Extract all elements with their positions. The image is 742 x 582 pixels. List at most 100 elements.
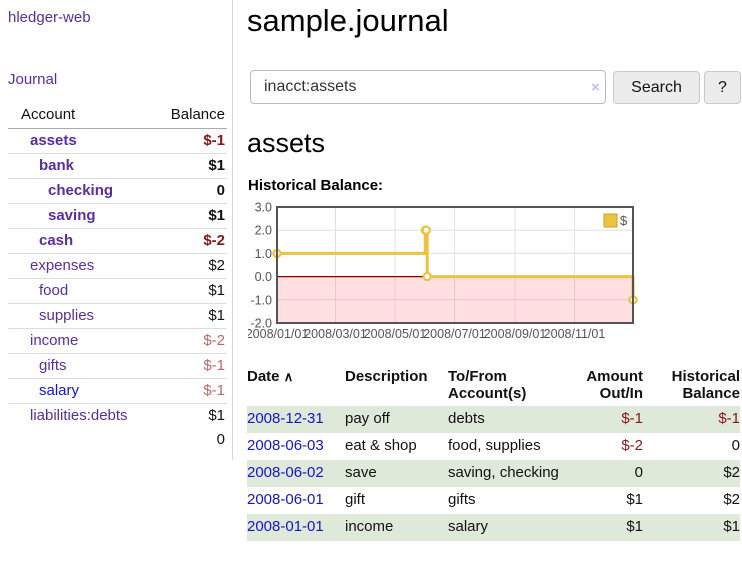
transaction-date-link[interactable]: 2008-06-02 [247,464,324,481]
sidebar-account-link-cash[interactable]: cash [39,232,74,249]
brand-link[interactable]: hledger-web [8,9,91,26]
account-row: bank $1 [8,153,227,179]
svg-text:1.0: 1.0 [255,247,272,261]
transaction-amount: $-2 [621,437,643,454]
transaction-date-link[interactable]: 2008-12-31 [247,410,324,427]
account-row: supplies $1 [8,303,227,329]
register-header-date[interactable]: Date ∧ [247,368,294,385]
account-balance: $-1 [203,132,225,149]
svg-text:2008/01/01: 2008/01/01 [248,327,308,341]
sidebar-account-link-saving[interactable]: saving [48,207,96,224]
account-balance: $-1 [156,378,227,404]
register-row: 2008-01-01 income salary $1 $1 [247,514,740,541]
svg-text:-1.0: -1.0 [250,293,272,307]
svg-text:2008/07/01: 2008/07/01 [423,327,486,341]
account-row: assets $-1 [8,129,227,154]
sidebar-account-link-salary[interactable]: salary [39,382,80,399]
register-row: 2008-12-31 pay off debts $-1 $-1 [247,406,740,433]
page-title: sample.journal [247,3,449,38]
transaction-balance: $2 [723,491,740,508]
sidebar-account-link-supplies[interactable]: supplies [39,307,95,324]
account-row: checking 0 [8,178,227,204]
account-row: cash $-2 [8,228,227,254]
transaction-description: income [345,518,394,535]
account-balance: $1 [156,303,227,329]
register-table: Date ∧ Description To/From Account(s) Am… [247,366,740,541]
register-header-amount: Amount Out/In [586,368,643,402]
transaction-description: gift [345,491,366,508]
transaction-accounts: debts [448,410,485,427]
transaction-balance: $2 [723,464,740,481]
account-balance: $1 [156,203,227,229]
account-row: expenses $2 [8,253,227,279]
account-balance: $-2 [156,328,227,354]
account-row: saving $1 [8,203,227,229]
svg-text:2008/05/01: 2008/05/01 [364,327,427,341]
svg-text:3.0: 3.0 [255,201,272,215]
sidebar-account-link-expenses[interactable]: expenses [30,257,95,274]
transaction-amount: $1 [626,491,643,508]
register-header-balance: Historical Balance [671,368,740,402]
transaction-date-link[interactable]: 2008-06-01 [247,491,324,508]
account-balance: 0 [156,178,227,204]
search-input[interactable] [250,70,606,104]
account-row: liabilities:debts $1 [8,403,227,428]
account-row: food $1 [8,278,227,304]
register-row: 2008-06-01 gift gifts $1 $2 [247,487,740,514]
account-row: gifts $-1 [8,353,227,379]
transaction-date-link[interactable]: 2008-06-03 [247,437,324,454]
sidebar-divider [232,0,233,460]
accounts-table: Account Balance assets $-1 bank $1 checking 0… [8,103,227,452]
register-header-accounts: To/From Account(s) [448,368,527,402]
svg-text:$: $ [620,213,628,228]
transaction-accounts: food, supplies [448,437,541,454]
transaction-amount: $-1 [621,410,643,427]
register-row: 2008-06-03 eat & shop food, supplies $-2 0 [247,433,740,460]
transaction-accounts: gifts [448,491,476,508]
sort-asc-icon: ∧ [283,369,294,384]
account-balance: $-1 [156,353,227,379]
transaction-accounts: salary [448,518,489,535]
transaction-description: save [345,464,377,481]
accounts-header-balance: Balance [156,103,227,129]
svg-text:-2.0: -2.0 [250,317,272,331]
transaction-balance: 0 [731,437,740,454]
account-balance: $1 [156,278,227,304]
register-row: 2008-06-02 save saving, checking 0 $2 [247,460,740,487]
transaction-date-link[interactable]: 2008-01-01 [247,518,324,535]
svg-text:2008/03/01: 2008/03/01 [304,327,367,341]
transaction-description: eat & shop [345,437,417,454]
historical-balance-chart: $3.0 2.0 1.0 0.0 -1.0 -2.0 2008/01/01 2008/03/0… [246,200,678,350]
svg-text:0.0: 0.0 [255,270,272,284]
account-row: income $-2 [8,328,227,354]
sidebar-account-link-food[interactable]: food [39,282,69,299]
account-heading: assets [247,128,326,158]
account-balance: $1 [156,403,227,428]
svg-text:2.0: 2.0 [255,224,272,238]
account-balance: $2 [156,253,227,279]
sidebar-account-link-gifts[interactable]: gifts [39,357,67,374]
accounts-header-account: Account [8,103,157,129]
sidebar-item-journal[interactable]: Journal [8,71,58,88]
transaction-balance: $1 [723,518,740,535]
accounts-table-body: assets $-1 bank $1 checking 0 saving $1 cash $-2 e… [8,129,227,428]
chart-heading: Historical Balance: [248,177,384,194]
sidebar-account-link-liabilities-debts[interactable]: liabilities:debts [30,407,128,424]
accounts-total-row: 0 [8,428,227,452]
transaction-description: pay off [345,410,390,427]
account-row: salary $-1 [8,378,227,404]
transaction-accounts: saving, checking [448,464,559,481]
clear-search-icon[interactable]: × [591,79,600,96]
sidebar-account-link-bank[interactable]: bank [39,157,75,174]
register-header-description: Description [345,368,428,385]
sidebar-account-link-assets[interactable]: assets [30,132,77,149]
sidebar-account-link-income[interactable]: income [30,332,79,349]
account-balance: $-2 [156,228,227,254]
account-balance: $1 [156,153,227,179]
transaction-amount: 0 [634,464,643,481]
transaction-amount: $1 [626,518,643,535]
search-button[interactable]: Search [613,71,700,104]
help-button[interactable]: ? [704,71,741,104]
sidebar-account-link-checking[interactable]: checking [48,182,114,199]
transaction-balance: $-1 [718,410,740,427]
